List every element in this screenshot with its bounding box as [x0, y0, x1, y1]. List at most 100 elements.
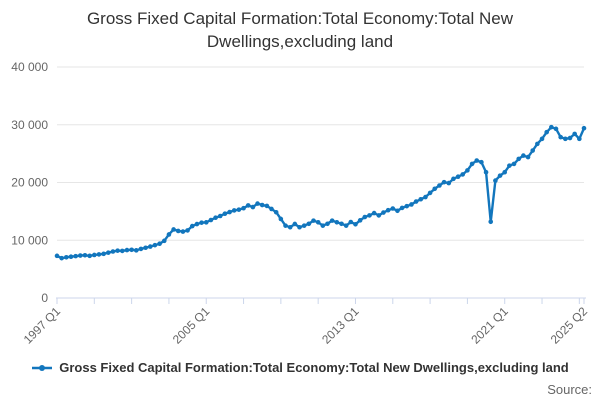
data-point[interactable]	[376, 213, 382, 218]
data-point[interactable]	[353, 222, 358, 227]
data-point[interactable]	[222, 211, 228, 216]
data-point[interactable]	[507, 163, 512, 168]
data-point[interactable]	[203, 220, 209, 225]
data-point[interactable]	[171, 227, 176, 232]
data-series-line[interactable]	[55, 125, 586, 260]
data-point[interactable]	[488, 219, 494, 225]
data-point[interactable]	[357, 218, 363, 223]
data-point[interactable]	[577, 136, 582, 142]
data-point[interactable]	[581, 125, 587, 131]
data-point[interactable]	[320, 223, 326, 228]
data-point[interactable]	[236, 207, 242, 212]
data-point[interactable]	[493, 178, 498, 183]
data-point[interactable]	[558, 134, 563, 140]
data-point[interactable]	[525, 154, 531, 160]
legend-item[interactable]: Gross Fixed Capital Formation:Total Econ…	[31, 360, 569, 375]
data-point[interactable]	[152, 242, 158, 248]
data-point[interactable]	[227, 209, 232, 215]
data-point[interactable]	[348, 219, 354, 225]
data-point[interactable]	[390, 206, 396, 211]
data-point[interactable]	[329, 218, 335, 223]
data-point[interactable]	[404, 203, 410, 209]
data-point[interactable]	[82, 252, 88, 258]
data-point[interactable]	[101, 251, 106, 257]
data-point[interactable]	[497, 173, 503, 178]
data-point[interactable]	[395, 208, 400, 214]
data-point[interactable]	[371, 210, 377, 216]
data-point[interactable]	[535, 141, 540, 147]
data-point[interactable]	[194, 221, 200, 227]
data-point[interactable]	[455, 174, 461, 180]
data-point[interactable]	[544, 129, 549, 135]
data-point[interactable]	[385, 207, 391, 213]
data-point[interactable]	[381, 210, 386, 215]
data-point[interactable]	[231, 208, 237, 213]
data-point[interactable]	[539, 136, 545, 142]
data-point[interactable]	[185, 228, 190, 233]
data-point[interactable]	[133, 248, 139, 253]
data-point[interactable]	[339, 221, 344, 227]
data-point[interactable]	[278, 216, 284, 222]
data-point[interactable]	[259, 202, 265, 208]
data-point[interactable]	[306, 221, 312, 227]
data-point[interactable]	[465, 168, 470, 173]
data-point[interactable]	[213, 215, 218, 221]
data-point[interactable]	[250, 204, 256, 210]
data-point[interactable]	[287, 224, 293, 230]
data-point[interactable]	[245, 203, 251, 208]
data-point[interactable]	[325, 221, 330, 227]
data-point[interactable]	[292, 221, 298, 227]
data-point[interactable]	[460, 172, 466, 177]
data-point[interactable]	[446, 180, 452, 186]
data-point[interactable]	[511, 161, 517, 167]
data-point[interactable]	[157, 241, 162, 247]
data-point[interactable]	[92, 252, 97, 258]
data-point[interactable]	[106, 250, 111, 255]
data-point[interactable]	[138, 246, 144, 252]
data-point[interactable]	[115, 248, 120, 253]
data-point[interactable]	[399, 205, 405, 211]
data-point[interactable]	[78, 253, 83, 258]
data-point[interactable]	[64, 254, 69, 260]
data-point[interactable]	[423, 194, 428, 200]
data-point[interactable]	[437, 183, 442, 188]
data-point[interactable]	[451, 176, 456, 182]
data-point[interactable]	[264, 203, 270, 209]
data-point[interactable]	[479, 159, 484, 165]
data-point[interactable]	[54, 253, 60, 259]
data-point[interactable]	[269, 206, 274, 212]
data-point[interactable]	[362, 214, 368, 220]
data-point[interactable]	[311, 218, 316, 223]
data-point[interactable]	[297, 224, 302, 230]
data-point[interactable]	[59, 255, 64, 261]
data-point[interactable]	[273, 209, 279, 215]
data-point[interactable]	[217, 213, 223, 219]
data-point[interactable]	[521, 153, 526, 158]
data-point[interactable]	[483, 169, 489, 175]
data-point[interactable]	[441, 179, 447, 185]
data-point[interactable]	[199, 220, 204, 225]
data-point[interactable]	[418, 196, 424, 202]
data-point[interactable]	[283, 223, 288, 228]
data-point[interactable]	[175, 228, 181, 234]
data-point[interactable]	[469, 161, 475, 167]
data-point[interactable]	[143, 245, 148, 251]
data-point[interactable]	[129, 247, 134, 253]
data-point[interactable]	[334, 219, 340, 225]
data-point[interactable]	[427, 190, 433, 196]
data-point[interactable]	[124, 247, 130, 253]
data-point[interactable]	[413, 199, 419, 204]
data-point[interactable]	[189, 223, 195, 229]
data-point[interactable]	[166, 232, 172, 237]
data-point[interactable]	[241, 205, 246, 211]
data-point[interactable]	[572, 131, 577, 137]
data-point[interactable]	[315, 219, 321, 225]
data-point[interactable]	[119, 248, 125, 254]
data-point[interactable]	[255, 201, 260, 206]
data-point[interactable]	[161, 238, 167, 244]
data-point[interactable]	[110, 249, 116, 254]
data-point[interactable]	[208, 217, 214, 223]
data-point[interactable]	[553, 126, 559, 132]
data-point[interactable]	[549, 124, 554, 130]
